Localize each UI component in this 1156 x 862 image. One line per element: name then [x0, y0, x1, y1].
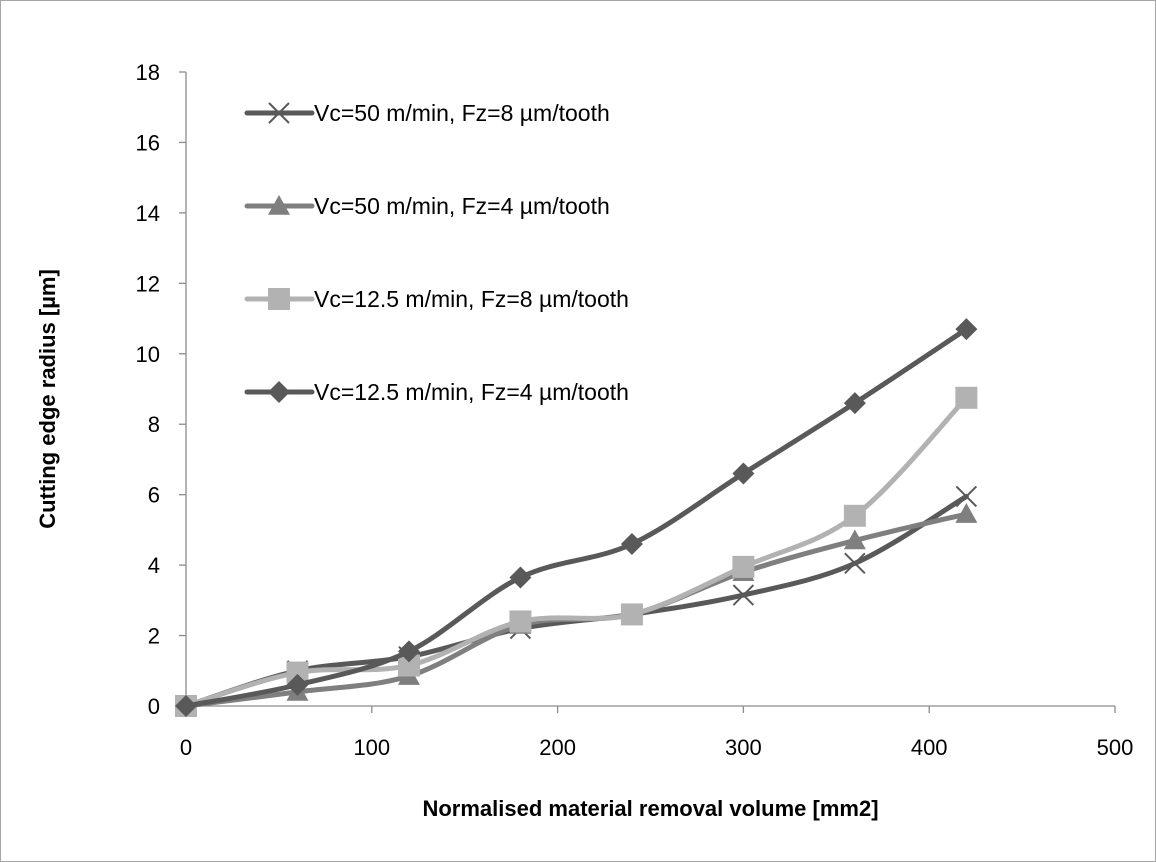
y-tick-label: 0: [148, 694, 160, 719]
x-tick-label: 500: [1097, 735, 1134, 760]
data-point-square: [286, 661, 309, 684]
y-tick-label: 6: [148, 483, 160, 508]
y-tick-label: 12: [136, 271, 160, 296]
data-point-square: [509, 610, 532, 633]
data-point-diamond: [620, 532, 643, 555]
series-line: [183, 326, 969, 709]
y-tick-label: 2: [148, 624, 160, 649]
legend-item-3: Vc=12.5 m/min, Fz=8 µm/tooth: [244, 286, 629, 312]
x-tick-label: 100: [353, 735, 390, 760]
legend-item-1: Vc=50 m/min, Fz=8 µm/tooth: [244, 100, 610, 126]
data-point-diamond: [732, 462, 755, 485]
data-point-diamond: [843, 392, 866, 415]
x-tick-label: 400: [911, 735, 948, 760]
legend-label: Vc=50 m/min, Fz=4 µm/tooth: [314, 193, 610, 219]
data-point-triangle: [955, 503, 978, 523]
legend-marker-square: [268, 288, 290, 310]
data-point-diamond: [286, 673, 309, 696]
data-point-square: [620, 603, 643, 626]
x-tick-label: 300: [725, 735, 762, 760]
y-tick-label: 18: [136, 60, 160, 85]
x-tick-label: 0: [180, 735, 192, 760]
legend-label: Vc=12.5 m/min, Fz=8 µm/tooth: [314, 286, 629, 312]
y-axis-title: Cutting edge radius [µm]: [35, 269, 60, 529]
data-point-square: [732, 555, 755, 578]
data-point-diamond: [397, 640, 420, 663]
data-point-triangle: [843, 529, 866, 550]
series-4: [175, 318, 978, 717]
data-point-x: [955, 485, 978, 508]
data-point-square: [955, 386, 978, 409]
data-point-square: [397, 654, 420, 677]
legend-item-2: Vc=50 m/min, Fz=4 µm/tooth: [244, 193, 610, 219]
y-tick-label: 16: [136, 130, 160, 155]
legend-marker-x: [268, 102, 290, 124]
data-point-diamond: [509, 566, 532, 589]
legend-marker-diamond: [268, 381, 290, 403]
legend-item-4: Vc=12.5 m/min, Fz=4 µm/tooth: [244, 379, 629, 405]
series-3: [175, 386, 978, 717]
x-tick-label: 200: [539, 735, 576, 760]
y-tick-label: 8: [148, 412, 160, 437]
y-tick-label: 10: [136, 342, 160, 367]
legend-label: Vc=50 m/min, Fz=8 µm/tooth: [314, 100, 610, 126]
y-tick-label: 4: [148, 553, 160, 578]
x-axis-title: Normalised material removal volume [mm2]: [422, 796, 878, 821]
legend-label: Vc=12.5 m/min, Fz=4 µm/tooth: [314, 379, 629, 405]
data-point-diamond: [955, 318, 978, 341]
data-point-square: [843, 504, 866, 527]
data-point-x: [844, 552, 866, 575]
data-point-diamond: [175, 695, 197, 717]
legend-marker-triangle: [268, 195, 290, 215]
series-line: [183, 395, 969, 709]
data-point-x: [732, 584, 755, 606]
y-tick-label: 14: [136, 201, 160, 226]
